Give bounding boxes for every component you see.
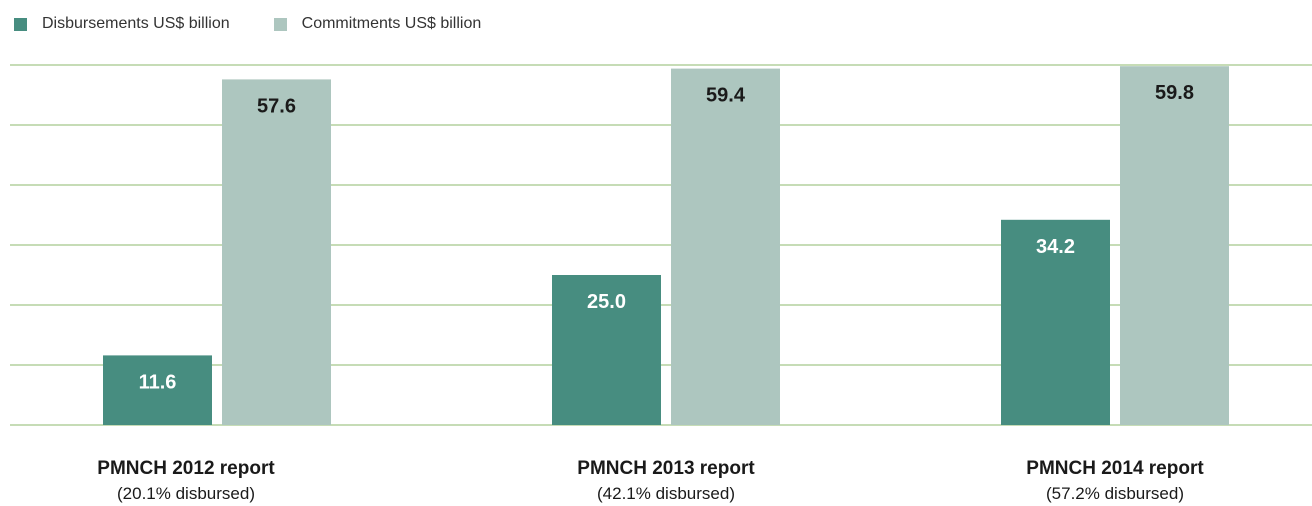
category-note-2012: (20.1% disbursed): [117, 484, 255, 503]
category-label-2013: PMNCH 2013 report: [577, 458, 755, 479]
category-note-2013: (42.1% disbursed): [597, 484, 735, 503]
bar-commitments-2: [1120, 66, 1229, 425]
bar-disbursements-0: [103, 355, 212, 425]
value-label-disbursements-2: 34.2: [1036, 236, 1075, 258]
category-label-2012: PMNCH 2012 report: [97, 458, 275, 479]
bar-disbursements-1: [552, 275, 661, 425]
bar-disbursements-2: [1001, 219, 1110, 425]
bar-commitments-0: [222, 79, 331, 426]
legend: Disbursements US$ billion Commitments US…: [14, 14, 525, 34]
value-label-commitments-2: 59.8: [1155, 82, 1194, 104]
bar-commitments-1: [671, 68, 780, 425]
legend-swatch-disbursements: [14, 17, 27, 31]
value-label-commitments-0: 57.6: [257, 95, 296, 117]
legend-item-commitments: Commitments US$ billion: [273, 15, 482, 33]
category-note-2014: (57.2% disbursed): [1046, 484, 1184, 503]
legend-swatch-commitments: [273, 17, 287, 31]
legend-item-disbursements: Disbursements US$ billion: [14, 15, 230, 33]
category-label-2014: PMNCH 2014 report: [1026, 458, 1204, 479]
value-label-commitments-1: 59.4: [706, 85, 746, 107]
value-label-disbursements-0: 11.6: [139, 371, 177, 393]
legend-label-commitments: Commitments US$ billion: [301, 15, 482, 32]
legend-label-disbursements: Disbursements US$ billion: [42, 15, 230, 32]
value-label-disbursements-1: 25.0: [587, 291, 626, 313]
